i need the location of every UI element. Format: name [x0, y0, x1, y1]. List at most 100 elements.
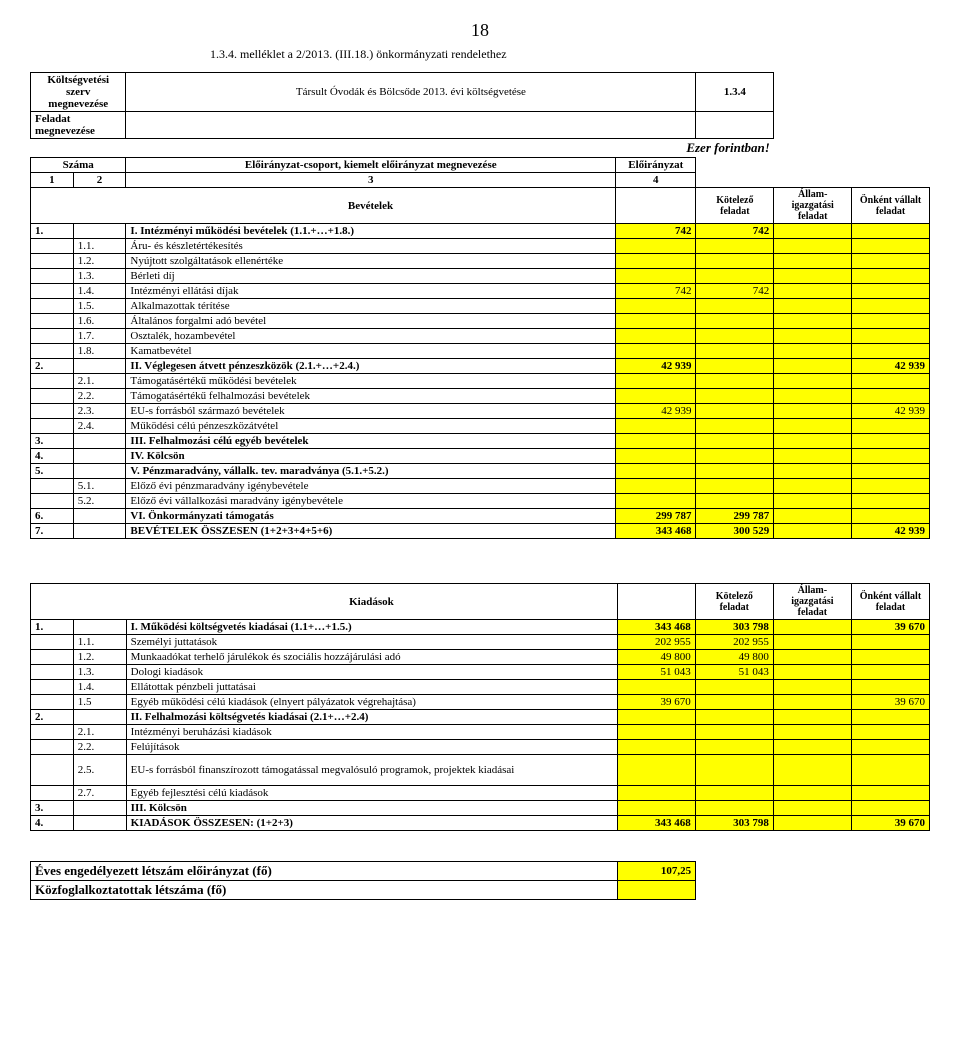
row-code-a: 3.: [31, 801, 74, 816]
row-code-a: 3.: [31, 434, 74, 449]
row-value-3: [774, 509, 852, 524]
row-value-1: 299 787: [616, 509, 696, 524]
table-row: 7.BEVÉTELEK ÖSSZESEN (1+2+3+4+5+6)343 46…: [31, 524, 930, 539]
row-value-4: [852, 284, 930, 299]
row-value-3: [774, 284, 852, 299]
row-value-3: [773, 680, 851, 695]
row-code-a: 5.: [31, 464, 74, 479]
row-value-4: [852, 254, 930, 269]
row-code-b: 2.1.: [73, 725, 126, 740]
table-row: 4.KIADÁSOK ÖSSZESEN: (1+2+3)343 468303 7…: [31, 816, 930, 831]
row-value-4: [851, 740, 929, 755]
bev-head-onkent: Önként vállalt feladat: [852, 188, 930, 224]
row-value-3: [773, 650, 851, 665]
row-value-1: [616, 329, 696, 344]
row-value-2: [696, 344, 774, 359]
row-value-4: [852, 269, 930, 284]
row-value-2: [696, 359, 774, 374]
row-value-1: [616, 344, 696, 359]
table-row: 4.IV. Kölcsön: [31, 449, 930, 464]
row-code-a: 4.: [31, 816, 74, 831]
row-name: Osztalék, hozambevétel: [126, 329, 616, 344]
row-code-a: [31, 650, 74, 665]
row-code-b: 2.1.: [73, 374, 126, 389]
row-value-3: [774, 479, 852, 494]
row-name: Előző évi pénzmaradvány igénybevétele: [126, 479, 616, 494]
row-name: Intézményi ellátási díjak: [126, 284, 616, 299]
row-value-3: [774, 494, 852, 509]
table-row: 1.I. Működési költségvetés kiadásai (1.1…: [31, 620, 930, 635]
row-value-2: 49 800: [695, 650, 773, 665]
row-name: Egyéb működési célú kiadások (elnyert pá…: [126, 695, 617, 710]
table-row: 3.III. Felhalmozási célú egyéb bevételek: [31, 434, 930, 449]
row-code-a: [31, 695, 74, 710]
table-row: 2.2.Felújítások: [31, 740, 930, 755]
row-value-3: [773, 635, 851, 650]
row-value-4: [851, 665, 929, 680]
row-code-b: [73, 509, 126, 524]
row-value-1: [617, 710, 695, 725]
row-code-a: [31, 786, 74, 801]
row-code-a: [31, 374, 74, 389]
row-code-a: [31, 665, 74, 680]
row-code-a: [31, 680, 74, 695]
row-value-1: 49 800: [617, 650, 695, 665]
row-value-4: [852, 374, 930, 389]
row-value-3: [773, 740, 851, 755]
row-code-b: 1.5: [73, 695, 126, 710]
row-code-b: 2.7.: [73, 786, 126, 801]
row-value-1: [617, 786, 695, 801]
row-code-a: [31, 314, 74, 329]
row-code-a: 2.: [31, 710, 74, 725]
row-value-4: [851, 680, 929, 695]
row-code-a: 6.: [31, 509, 74, 524]
row-name: Munkaadókat terhelő járulékok és szociál…: [126, 650, 617, 665]
row-value-3: [774, 344, 852, 359]
row-value-1: [616, 239, 696, 254]
row-value-1: 343 468: [617, 620, 695, 635]
table-row: 6.VI. Önkormányzati támogatás299 787299 …: [31, 509, 930, 524]
row-value-2: [696, 419, 774, 434]
row-name: Személyi juttatások: [126, 635, 617, 650]
row-code-a: [31, 725, 74, 740]
row-name: KIADÁSOK ÖSSZESEN: (1+2+3): [126, 816, 617, 831]
row-value-3: [773, 786, 851, 801]
row-value-4: [852, 449, 930, 464]
row-name: I. Intézményi működési bevételek (1.1.+……: [126, 224, 616, 239]
row-value-4: [852, 434, 930, 449]
row-value-4: [851, 635, 929, 650]
row-code-b: [73, 620, 126, 635]
table-row: 1.3.Dologi kiadások51 04351 043: [31, 665, 930, 680]
row-value-2: [696, 434, 774, 449]
row-name: Bérleti díj: [126, 269, 616, 284]
row-code-a: [31, 299, 74, 314]
row-value-2: [695, 755, 773, 786]
row-value-3: [774, 269, 852, 284]
row-value-1: [616, 494, 696, 509]
row-value-3: [774, 434, 852, 449]
row-code-b: 2.4.: [73, 419, 126, 434]
row-name: II. Felhalmozási költségvetés kiadásai (…: [126, 710, 617, 725]
row-value-4: [851, 710, 929, 725]
row-value-1: 202 955: [617, 635, 695, 650]
kozfog-label: Közfoglalkoztatottak létszáma (fő): [31, 881, 618, 900]
row-value-4: 39 670: [851, 816, 929, 831]
row-code-b: 5.1.: [73, 479, 126, 494]
table-row: 2.2.Támogatásértékű felhalmozási bevétel…: [31, 389, 930, 404]
row-value-2: [696, 464, 774, 479]
row-value-4: 42 939: [852, 524, 930, 539]
row-value-2: [696, 479, 774, 494]
row-value-2: [696, 269, 774, 284]
row-value-4: [852, 509, 930, 524]
row-value-1: 742: [616, 224, 696, 239]
row-code-a: 7.: [31, 524, 74, 539]
row-value-3: [773, 755, 851, 786]
row-code-a: [31, 269, 74, 284]
row-value-2: [696, 404, 774, 419]
eves-value: 107,25: [618, 862, 696, 881]
row-value-1: 343 468: [617, 816, 695, 831]
row-value-1: [616, 434, 696, 449]
table-row: 1.6.Általános forgalmi adó bevétel: [31, 314, 930, 329]
table-row: 1.1.Személyi juttatások202 955202 955: [31, 635, 930, 650]
row-code-a: [31, 635, 74, 650]
